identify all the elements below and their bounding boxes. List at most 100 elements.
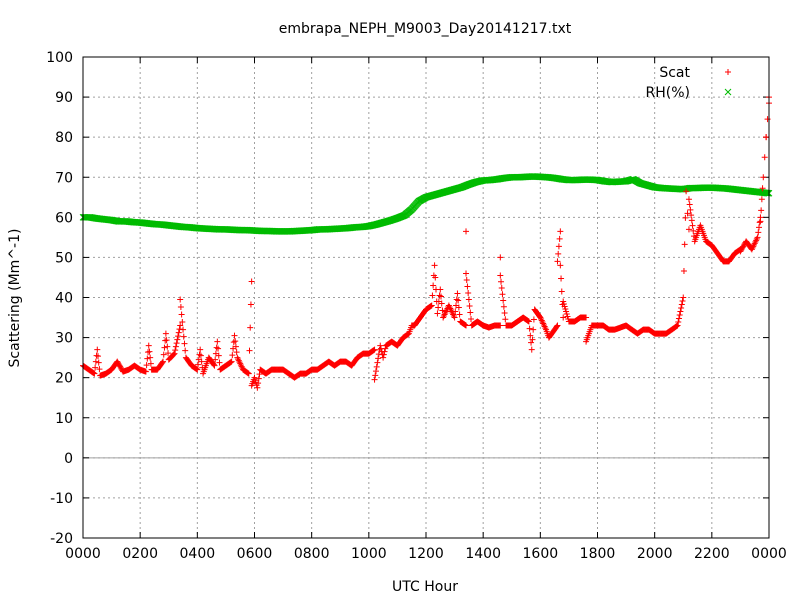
scat-point: [117, 363, 124, 370]
scat-point: [161, 344, 168, 351]
scat-point: [197, 346, 204, 353]
scat-point: [530, 316, 537, 323]
x-tick-label: 0600: [237, 546, 273, 562]
scat-point: [171, 350, 178, 357]
x-tick-label: 2000: [637, 546, 673, 562]
scat-point: [680, 267, 687, 274]
scat-point: [180, 326, 187, 333]
scat-point: [172, 343, 179, 350]
scat-point: [465, 289, 472, 296]
scat-point: [682, 214, 689, 221]
scat-point: [679, 298, 686, 305]
scat-point: [215, 345, 222, 352]
scat-point: [761, 154, 768, 161]
scat-point: [247, 324, 254, 331]
scat-point: [436, 292, 443, 299]
scat-point: [689, 222, 696, 229]
scat-point: [673, 323, 680, 330]
y-axis-label: Scattering (Mm^-1): [7, 229, 23, 368]
scat-point: [438, 300, 445, 307]
scat-point: [427, 303, 434, 310]
scat-point: [94, 346, 101, 353]
scat-point: [370, 347, 377, 354]
scat-point: [216, 359, 223, 366]
scat-point: [764, 116, 771, 123]
scat-point: [738, 247, 745, 254]
scat-point: [497, 322, 504, 329]
legend: Scat RH(%): [646, 65, 732, 101]
scat-point: [170, 351, 177, 358]
scat-point: [210, 361, 217, 368]
y-tick-label: 30: [55, 331, 73, 347]
scat-point: [463, 228, 470, 235]
scat-point: [159, 359, 166, 366]
scat-point: [251, 374, 258, 381]
scat-point: [371, 376, 378, 383]
scat-point: [380, 354, 387, 361]
scat-point: [93, 352, 100, 359]
scat-point: [740, 243, 747, 250]
scat-point: [428, 302, 435, 309]
x-axis-ticks: 0000 0200 0400 0600 0800 1000 1200 1400 1600 1800…: [65, 57, 787, 562]
scat-point: [759, 185, 766, 192]
grid: [83, 57, 769, 538]
legend-marker-scat: [725, 69, 731, 75]
scat-point: [195, 361, 202, 368]
scat-point: [115, 361, 122, 368]
plot-frame: [82, 56, 770, 539]
scat-point: [560, 314, 567, 321]
scat-point: [115, 359, 122, 366]
scat-point: [375, 351, 382, 358]
x-tick-label: 1600: [523, 546, 559, 562]
scat-point: [740, 242, 747, 249]
scat-point: [96, 366, 103, 373]
scat-point: [95, 353, 102, 360]
scat-point: [228, 358, 235, 365]
scat-point: [464, 283, 471, 290]
scat-point: [738, 245, 745, 252]
scat-point: [497, 272, 504, 279]
x-tick-label: 0800: [294, 546, 330, 562]
scat-point: [683, 188, 690, 195]
scat-point: [175, 329, 182, 336]
x-tick-label: 1400: [465, 546, 501, 562]
scat-point: [247, 301, 254, 308]
scat-point: [233, 349, 240, 356]
scat-point: [90, 369, 97, 376]
scat-point: [675, 319, 682, 326]
scat-point: [229, 352, 236, 359]
scat-point: [181, 340, 188, 347]
scat-point: [430, 282, 437, 289]
scat-point: [758, 207, 765, 214]
scat-point: [117, 364, 124, 371]
scat-point: [468, 316, 475, 323]
scat-point: [501, 310, 508, 317]
scat-point: [198, 358, 205, 365]
scat-point: [556, 235, 563, 242]
scat-point: [160, 358, 167, 365]
scat-point: [554, 258, 561, 265]
legend-marker-rh: [724, 88, 732, 96]
scat-point: [95, 359, 102, 366]
scat-point: [563, 311, 570, 318]
x-tick-label: 0200: [122, 546, 158, 562]
scat-point: [162, 337, 169, 344]
scat-point: [232, 343, 239, 350]
scat-point: [466, 303, 473, 310]
scat-point: [372, 372, 379, 379]
scat-point: [246, 347, 253, 354]
x-tick-label: 0000: [65, 546, 101, 562]
scat-point: [498, 284, 505, 291]
scat-point: [560, 301, 567, 308]
y-tick-label: 60: [55, 210, 73, 226]
scat-point: [758, 196, 765, 203]
scat-point: [162, 330, 169, 337]
x-axis-label: UTC Hour: [392, 579, 458, 595]
scat-point: [160, 351, 167, 358]
x-tick-label: 1200: [408, 546, 444, 562]
y-tick-label: 40: [55, 291, 73, 307]
scat-point: [90, 370, 97, 377]
scat-point: [756, 219, 763, 226]
x-tick-label: 2200: [694, 546, 730, 562]
